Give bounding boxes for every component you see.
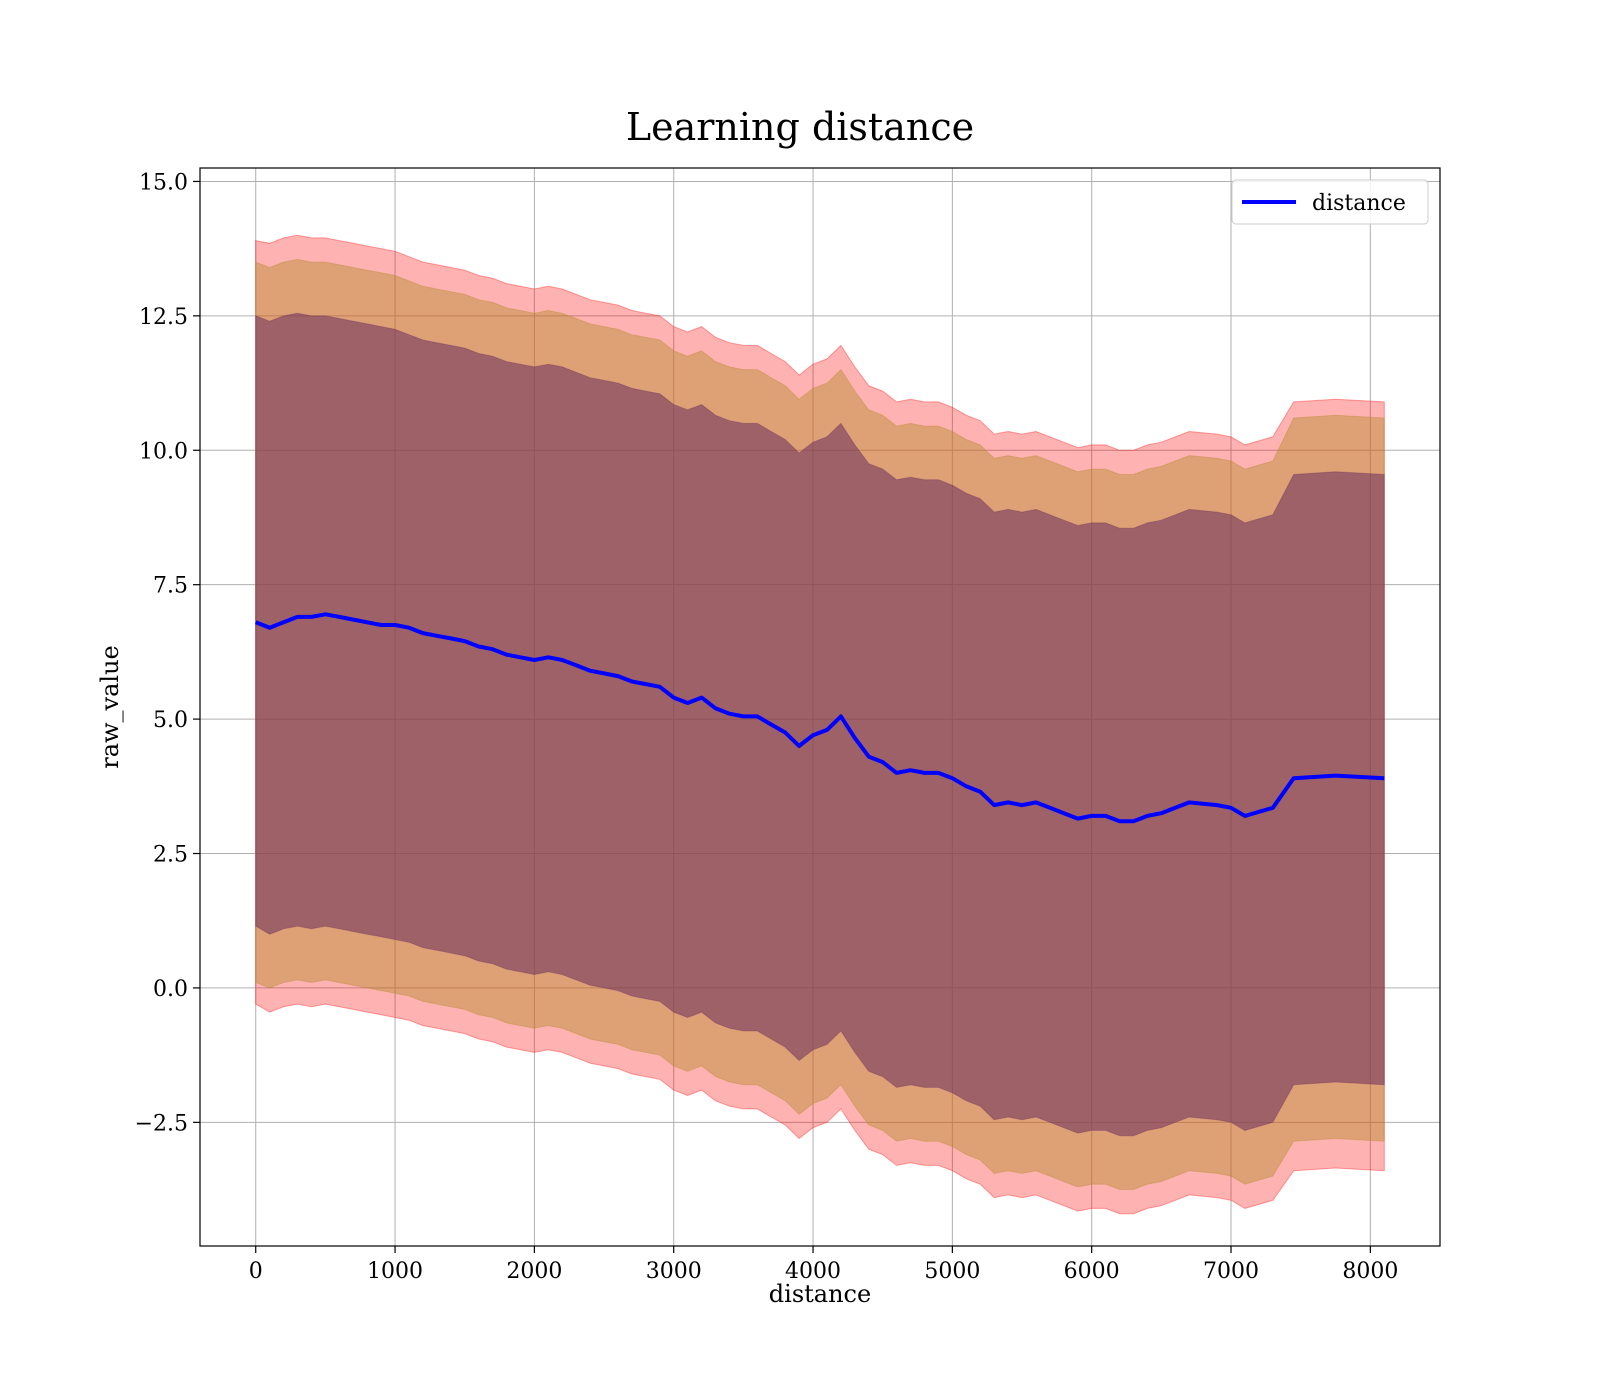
plot-frame: [199, 167, 1441, 1247]
y-tick-label-6: 12.5: [139, 305, 188, 330]
legend-box: [1231, 179, 1429, 225]
band-inner: [255, 312, 1385, 1137]
x-tick-label-3: 3000: [646, 1259, 702, 1284]
series-lines: [254, 612, 1385, 824]
y-tick-label-1: 0.0: [153, 977, 188, 1002]
confidence-bands: [255, 234, 1385, 1215]
y-tick-label-0: −2.5: [135, 1111, 188, 1136]
y-tick-label-4: 7.5: [153, 574, 188, 599]
x-axis-ticks: 0 1000 2000 3000 4000 5000 6000 7000 8000: [249, 1246, 1398, 1284]
x-tick-label-7: 7000: [1203, 1259, 1259, 1284]
y-axis-ticks: −2.5 0.0 2.5 5.0 7.5 10.0 12.5 15.0: [135, 170, 200, 1136]
y-tick-label-7: 15.0: [139, 170, 188, 195]
x-tick-label-5: 5000: [924, 1259, 980, 1284]
legend-label-distance: distance: [1312, 191, 1406, 216]
x-tick-label-8: 8000: [1342, 1259, 1398, 1284]
y-tick-label-3: 5.0: [153, 708, 188, 733]
x-tick-label-6: 6000: [1064, 1259, 1120, 1284]
chart-title: Learning distance: [626, 105, 974, 149]
x-tick-label-2: 2000: [506, 1259, 562, 1284]
x-tick-label-0: 0: [249, 1259, 263, 1284]
x-tick-label-1: 1000: [367, 1259, 423, 1284]
series-line-distance: [254, 612, 1385, 824]
y-axis-label: raw_value: [96, 645, 124, 769]
x-tick-label-4: 4000: [785, 1259, 841, 1284]
legend: distance: [1231, 179, 1429, 225]
x-axis-label: distance: [769, 1280, 871, 1308]
y-tick-label-2: 2.5: [153, 843, 188, 868]
y-tick-label-5: 10.0: [139, 439, 188, 464]
